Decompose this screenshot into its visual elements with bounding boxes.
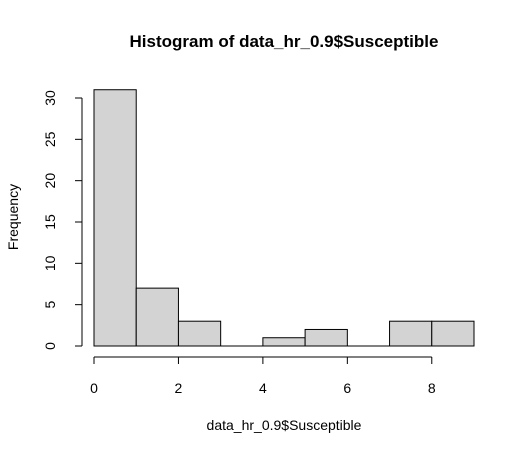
y-axis-label: Frequency <box>5 184 21 250</box>
y-tick-label-6: 30 <box>42 90 58 106</box>
histogram-bar-5 <box>304 328 348 347</box>
y-axis: 0 5 10 15 20 25 30 <box>42 90 83 350</box>
bars-group <box>93 89 475 347</box>
y-tick-label-5: 25 <box>42 131 58 147</box>
x-axis: 0 2 4 6 8 <box>90 356 436 396</box>
histogram-bar-2 <box>177 320 222 347</box>
x-tick-label-2: 4 <box>259 380 267 396</box>
y-tick-label-2: 10 <box>42 255 58 271</box>
histogram-bar-8 <box>431 320 475 347</box>
chart-title: Histogram of data_hr_0.9$Susceptible <box>130 32 439 51</box>
x-axis-label: data_hr_0.9$Susceptible <box>207 417 362 433</box>
x-tick-label-1: 2 <box>175 380 183 396</box>
histogram-bar-4 <box>262 337 306 347</box>
y-tick-label-0: 0 <box>42 342 58 350</box>
histogram-bar-1 <box>135 287 179 347</box>
y-tick-label-1: 5 <box>42 301 58 309</box>
y-tick-label-3: 15 <box>42 214 58 230</box>
y-tick-label-4: 20 <box>42 173 58 189</box>
x-tick-label-3: 6 <box>343 380 351 396</box>
histogram-bar-7 <box>389 320 433 347</box>
histogram-bar-0 <box>93 89 137 347</box>
x-tick-label-0: 0 <box>90 380 98 396</box>
x-tick-label-4: 8 <box>428 380 436 396</box>
